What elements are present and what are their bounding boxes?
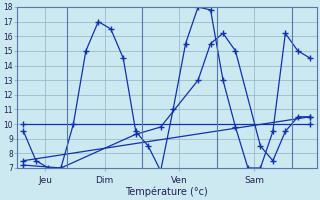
X-axis label: Température (°c): Température (°c) — [125, 186, 208, 197]
